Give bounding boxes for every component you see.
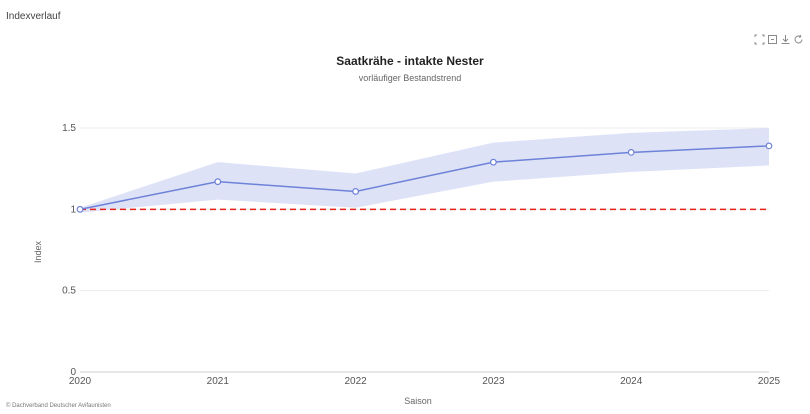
x-tick-label: 2022 (344, 376, 367, 387)
y-tick-label: 1.5 (62, 123, 76, 134)
x-tick-label: 2025 (758, 376, 781, 387)
y-axis-label: Index (33, 240, 43, 263)
download-icon[interactable] (780, 34, 791, 45)
x-tick-label: 2024 (620, 376, 643, 387)
y-tick-label: 0.5 (62, 286, 76, 297)
refresh-icon[interactable] (793, 34, 804, 45)
series-polyline (79, 145, 770, 211)
x-tick-label: 2021 (207, 376, 230, 387)
zoom-in-icon[interactable] (754, 34, 765, 45)
data-point (352, 188, 360, 195)
data-point (765, 142, 773, 150)
page-title: Indexverlauf (6, 11, 61, 22)
series-line (79, 145, 770, 211)
zoom-out-icon[interactable] (767, 34, 778, 45)
data-points (76, 142, 773, 213)
y-tick-label: 1 (70, 204, 76, 215)
x-tick-label: 2023 (482, 376, 505, 387)
data-point (490, 158, 497, 166)
data-point (627, 148, 635, 156)
chart-subtitle: vorläufiger Bestandstrend (359, 73, 462, 83)
tick-labels: 0 0.5 1 1.5 2020 2021 2022 2023 2024 2025 (62, 123, 780, 387)
x-tick-label: 2020 (69, 376, 92, 387)
y-tick-label: 0 (70, 367, 76, 378)
data-point (214, 178, 222, 186)
x-axis-label: Saison (404, 396, 432, 406)
chart-toolbar (754, 34, 804, 45)
data-point (76, 205, 84, 213)
confidence-band-area (80, 128, 769, 213)
chart-title: Saatkrähe - intakte Nester (336, 54, 484, 68)
confidence-band (80, 128, 769, 213)
copyright-notice: © Dachverband Deutscher Avifaunisten (6, 403, 111, 409)
